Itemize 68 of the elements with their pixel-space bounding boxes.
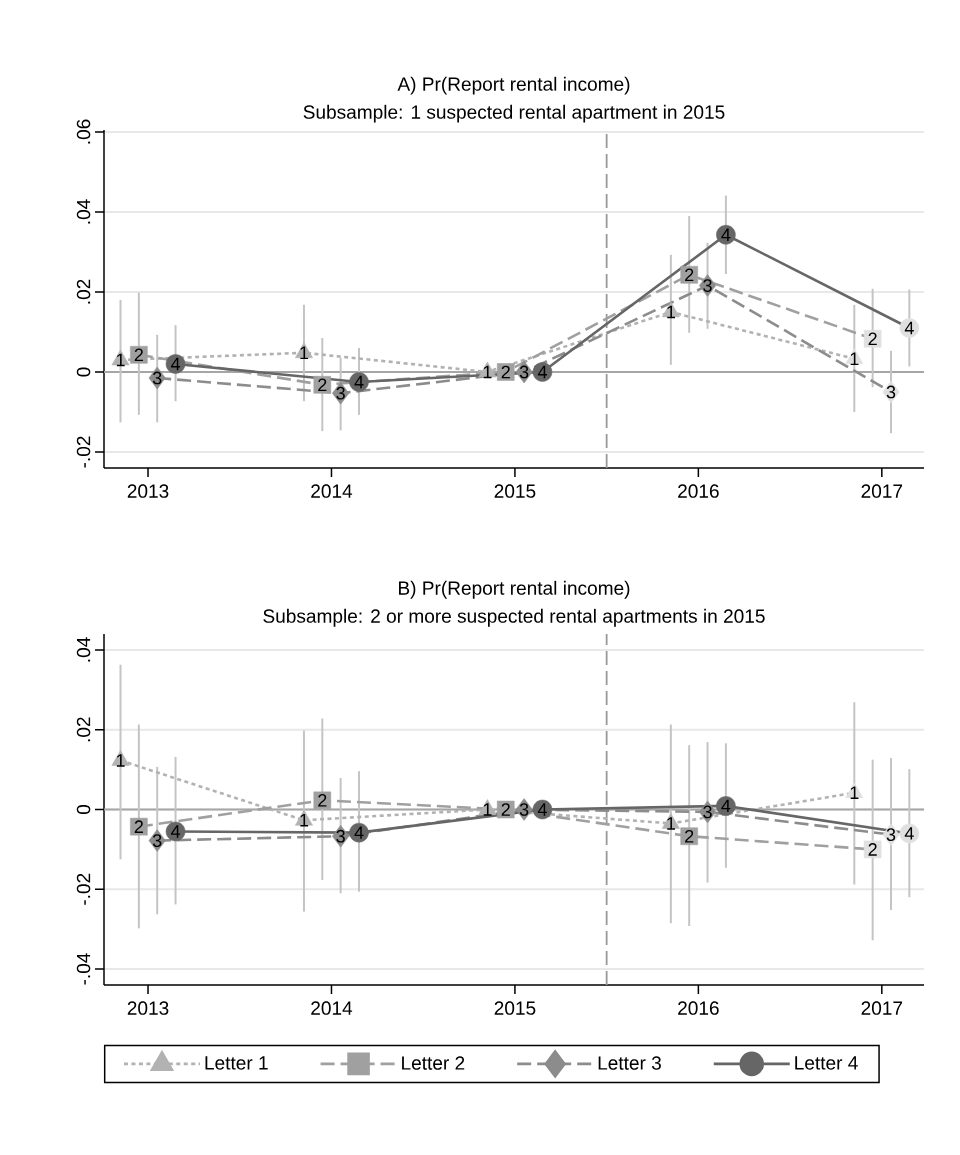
- annotation: 2: [134, 820, 143, 833]
- chart-subtitle: Subsample: 2 or more suspected rental apartments in 2015: [263, 608, 765, 627]
- annotation: 1: [300, 814, 309, 827]
- x-tick-label: 2015: [494, 1001, 536, 1015]
- annotation: 3: [886, 385, 896, 399]
- annotation: 4: [537, 803, 547, 816]
- annotation: 4: [537, 365, 547, 379]
- x-tick-label: 2013: [127, 484, 169, 498]
- annotation: 1: [667, 305, 675, 319]
- annotation: 2: [685, 268, 694, 282]
- annotation: 4: [721, 799, 731, 813]
- legend-label: Letter 2: [402, 1056, 465, 1070]
- annotation: 3: [152, 834, 162, 847]
- annotation: 1: [667, 817, 675, 830]
- annotation: 4: [170, 357, 181, 371]
- annotation: 1: [850, 786, 859, 799]
- x-tick-label: 2014: [311, 1001, 353, 1015]
- annotation: 2: [868, 843, 877, 856]
- chart-subtitle: Subsample: 1 suspected rental apartment in 2015: [303, 104, 725, 123]
- annotation: 3: [336, 386, 345, 400]
- x-tick-label: 2014: [311, 484, 353, 498]
- annotation: 2: [318, 794, 327, 807]
- annotation: 1: [483, 365, 492, 379]
- y-tick-label: .04: [76, 637, 91, 662]
- y-tick-label: .02: [76, 717, 91, 742]
- annotation: 4: [904, 321, 914, 335]
- y-tick-label: -.04: [76, 953, 91, 985]
- annotation: 3: [519, 365, 529, 379]
- chart-title: B) Pr(Report rental income): [399, 580, 630, 599]
- legend-label: Letter 3: [598, 1056, 661, 1070]
- annotation: 4: [170, 825, 181, 838]
- annotation: 4: [354, 375, 364, 389]
- legend-label: Letter 1: [205, 1056, 268, 1070]
- x-tick-label: 2017: [861, 484, 903, 498]
- y-tick-label: 0: [76, 804, 91, 815]
- annotation: 2: [134, 348, 143, 362]
- y-tick-label: -.02: [76, 436, 91, 468]
- y-tick-label: 0: [76, 367, 91, 377]
- x-tick-label: 2015: [494, 484, 536, 498]
- annotation: 2: [868, 332, 877, 346]
- legend-label: Letter 4: [795, 1056, 858, 1070]
- annotation: 3: [886, 828, 896, 841]
- y-tick-label: .06: [76, 119, 91, 144]
- annotation: 3: [519, 803, 529, 816]
- x-tick-label: 2013: [127, 1001, 169, 1015]
- y-tick-label: .04: [76, 199, 91, 224]
- annotation: 3: [336, 829, 345, 843]
- annotation: 2: [318, 378, 327, 392]
- annotation: 3: [152, 371, 162, 385]
- annotation: 1: [116, 353, 125, 367]
- x-tick-label: 2016: [678, 484, 719, 498]
- annotation: 3: [703, 279, 712, 292]
- annotation: 2: [501, 365, 510, 379]
- annotation: 2: [685, 829, 694, 843]
- y-tick-label: .02: [76, 279, 91, 304]
- annotation: 4: [354, 826, 364, 839]
- annotation: 1: [300, 346, 309, 359]
- x-tick-label: 2016: [678, 1001, 719, 1015]
- x-tick-label: 2017: [861, 1001, 903, 1015]
- annotation: 1: [116, 754, 125, 767]
- annotation: 3: [703, 805, 712, 819]
- annotation: 4: [721, 228, 731, 241]
- annotation: 1: [483, 803, 492, 816]
- chart-title: A) Pr(Report rental income): [397, 76, 630, 95]
- annotation: 1: [850, 352, 859, 365]
- y-tick-label: -.02: [76, 873, 91, 905]
- annotation: 2: [501, 803, 510, 816]
- annotation: 4: [904, 827, 914, 840]
